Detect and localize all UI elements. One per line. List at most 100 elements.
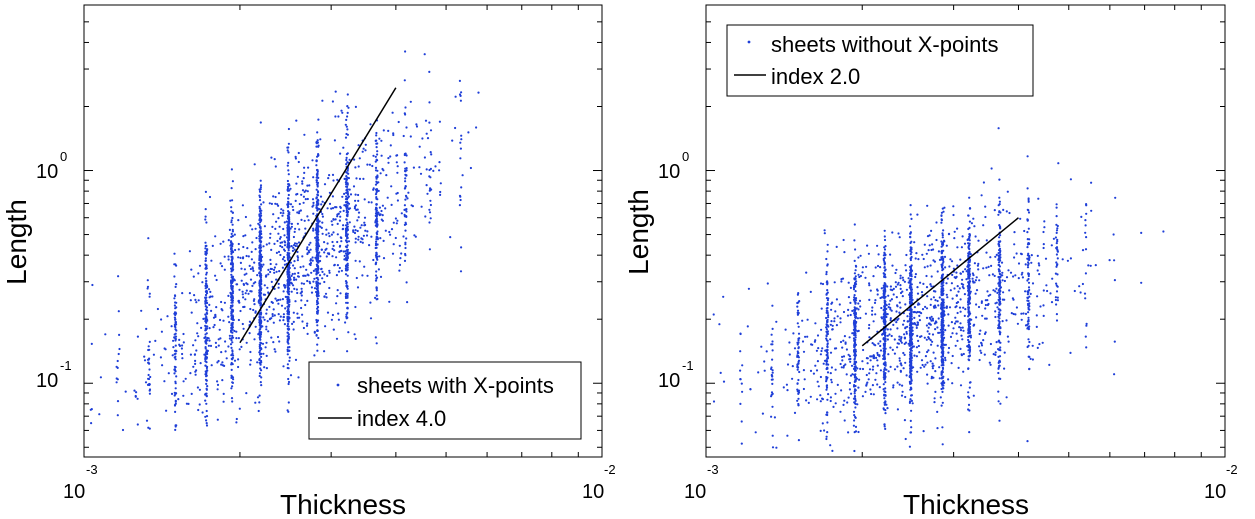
data-point	[205, 394, 208, 397]
data-point	[231, 245, 234, 248]
data-point	[319, 138, 322, 141]
data-point	[204, 364, 207, 367]
data-point	[388, 230, 391, 234]
data-point	[894, 271, 897, 275]
data-point	[460, 134, 463, 137]
data-point	[940, 240, 943, 243]
data-point	[270, 248, 273, 251]
data-point	[287, 325, 290, 328]
data-point	[934, 390, 937, 393]
data-point	[256, 274, 259, 277]
data-point	[428, 208, 431, 211]
data-point	[375, 276, 379, 279]
data-point	[807, 401, 810, 404]
data-point	[355, 276, 358, 280]
data-point	[1037, 262, 1040, 265]
data-point	[288, 282, 291, 286]
data-point	[961, 278, 964, 281]
data-point	[258, 262, 261, 265]
data-point	[316, 258, 319, 261]
data-point	[308, 184, 311, 187]
data-point	[889, 308, 892, 311]
data-point	[188, 250, 191, 253]
data-point	[375, 246, 378, 249]
data-point	[883, 238, 887, 242]
data-point	[223, 255, 226, 258]
data-point	[231, 199, 234, 202]
data-point	[895, 310, 898, 313]
data-point	[854, 332, 857, 335]
data-point	[230, 368, 233, 371]
data-point	[259, 338, 262, 341]
data-point	[292, 320, 295, 323]
data-point	[909, 363, 912, 366]
data-point	[1021, 271, 1024, 274]
data-point	[889, 285, 893, 288]
data-point	[998, 178, 1001, 181]
data-point	[263, 366, 266, 369]
data-point	[407, 191, 410, 194]
data-point	[303, 171, 306, 174]
data-point	[287, 146, 290, 149]
data-point	[288, 300, 291, 303]
data-point	[840, 280, 843, 283]
data-point	[890, 334, 893, 338]
data-point	[230, 397, 234, 400]
data-point	[1054, 298, 1057, 302]
data-point	[345, 189, 348, 192]
data-point	[343, 204, 346, 207]
data-point	[287, 338, 290, 341]
data-point	[265, 341, 268, 344]
data-point	[215, 278, 218, 282]
data-point	[204, 308, 208, 311]
data-point	[428, 70, 431, 73]
data-point	[1026, 299, 1029, 302]
data-point	[987, 265, 990, 268]
data-point	[967, 306, 970, 309]
data-point	[842, 310, 846, 314]
data-point	[712, 313, 715, 316]
data-point	[816, 360, 820, 363]
data-point	[771, 343, 774, 346]
data-point	[890, 298, 894, 301]
data-point	[286, 353, 289, 356]
data-point	[1113, 279, 1116, 282]
data-point	[389, 144, 392, 147]
data-point	[233, 329, 236, 333]
data-point	[1054, 296, 1057, 299]
data-point	[144, 381, 148, 384]
data-point	[328, 286, 331, 290]
data-point	[272, 308, 275, 311]
data-point	[771, 405, 774, 408]
data-point	[303, 274, 306, 277]
data-point	[845, 373, 848, 376]
data-point	[258, 205, 261, 208]
data-point	[853, 354, 856, 357]
data-point	[814, 364, 817, 367]
data-point	[841, 355, 844, 358]
data-point	[835, 347, 838, 350]
data-point	[173, 356, 176, 359]
data-point	[204, 333, 207, 336]
data-point	[268, 242, 271, 245]
data-point	[375, 251, 378, 254]
data-point	[802, 387, 806, 391]
data-point	[317, 336, 320, 340]
data-point	[346, 225, 349, 228]
data-point	[941, 443, 944, 446]
data-point	[925, 316, 929, 319]
data-point	[1042, 304, 1045, 307]
data-point	[842, 339, 845, 342]
data-point	[361, 274, 364, 277]
data-point	[843, 399, 846, 402]
data-point	[286, 363, 289, 366]
data-point	[989, 256, 992, 259]
data-point	[331, 223, 334, 226]
data-point	[316, 307, 319, 310]
data-point	[219, 242, 222, 245]
data-point	[281, 214, 284, 217]
data-point	[903, 419, 907, 422]
data-point	[429, 217, 432, 220]
data-point	[924, 363, 927, 366]
data-point	[968, 293, 971, 297]
